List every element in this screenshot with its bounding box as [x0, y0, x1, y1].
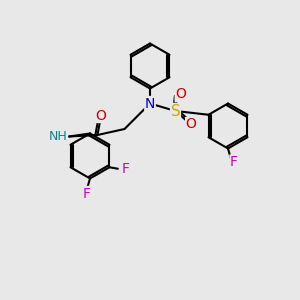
- Text: F: F: [83, 187, 91, 200]
- Text: O: O: [95, 109, 106, 122]
- Text: O: O: [186, 118, 196, 131]
- Text: F: F: [122, 162, 130, 176]
- Text: O: O: [175, 88, 186, 101]
- Text: N: N: [145, 97, 155, 110]
- Text: NH: NH: [49, 130, 68, 143]
- Text: F: F: [230, 155, 238, 169]
- Text: S: S: [171, 103, 180, 118]
